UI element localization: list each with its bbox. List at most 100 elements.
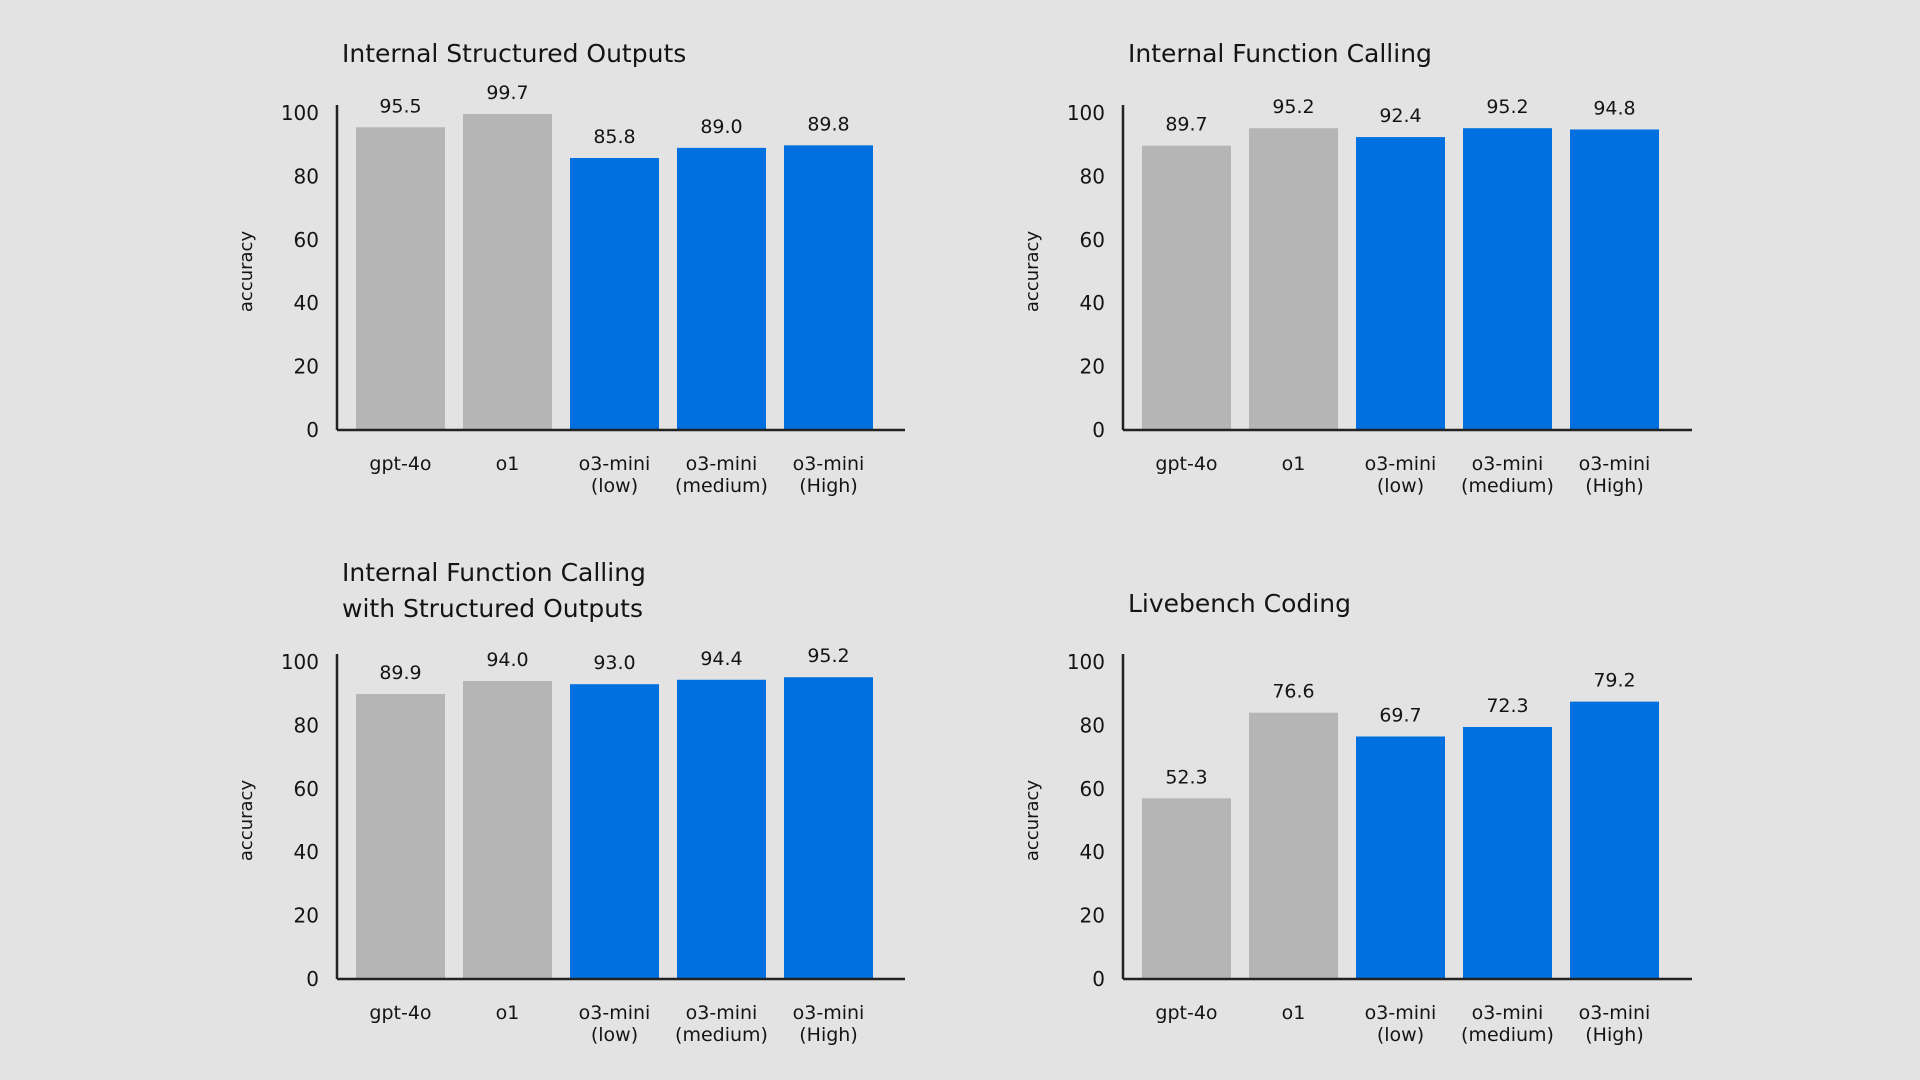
x-tick-label: o3-mini (1365, 1002, 1437, 1024)
data-label: 85.8 (593, 126, 635, 148)
x-tick-label: o3-mini (793, 1002, 865, 1024)
y-tick-label: 60 (294, 777, 319, 801)
data-label: 95.5 (379, 95, 421, 117)
data-label: 94.0 (486, 649, 528, 671)
x-tick-label: o3-mini (579, 453, 651, 475)
bar (463, 681, 552, 979)
x-tick-label: (medium) (675, 1024, 768, 1046)
bar (677, 147, 766, 430)
bar (1463, 726, 1552, 979)
bar (1356, 736, 1445, 979)
bar (1463, 128, 1552, 430)
data-label: 95.2 (1486, 96, 1528, 118)
data-label: 89.0 (700, 116, 742, 138)
x-tick-label: (High) (799, 475, 858, 497)
y-tick-label: 20 (1080, 904, 1105, 928)
x-tick-label: gpt-4o (1155, 453, 1217, 475)
bar (1570, 701, 1659, 979)
bar (1249, 128, 1338, 430)
bar (356, 127, 445, 430)
y-tick-label: 100 (281, 650, 319, 674)
data-label: 95.2 (807, 645, 849, 667)
x-tick-label: o3-mini (579, 1002, 651, 1024)
x-tick-label: o1 (1282, 1002, 1306, 1024)
chart-title: with Structured Outputs (342, 594, 643, 623)
y-tick-label: 80 (294, 713, 319, 737)
x-tick-label: o1 (496, 453, 520, 475)
data-label: 94.4 (700, 648, 742, 670)
y-tick-label: 0 (1092, 967, 1105, 991)
chart-panel-2: Internal Function Calling accuracy 0 20 40 60… (1022, 39, 1692, 497)
bar (1356, 137, 1445, 431)
y-axis-label: accuracy (236, 780, 257, 862)
y-tick-label: 60 (294, 228, 319, 252)
data-label: 99.7 (486, 82, 528, 104)
y-tick-label: 40 (294, 291, 319, 315)
x-tick-label: (High) (799, 1024, 858, 1046)
x-tick-label: o1 (496, 1002, 520, 1024)
y-tick-label: 80 (1080, 713, 1105, 737)
chart-title: Internal Function Calling (1128, 39, 1432, 68)
chart-title: Internal Function Calling (342, 558, 646, 587)
chart-title: Livebench Coding (1128, 589, 1351, 618)
x-tick-label: (low) (1377, 475, 1424, 497)
bar (463, 113, 552, 431)
y-tick-label: 20 (294, 904, 319, 928)
bar (1249, 712, 1338, 979)
chart-title: Internal Structured Outputs (342, 39, 686, 68)
bar (784, 145, 873, 431)
bar (784, 677, 873, 979)
y-axis-label: accuracy (236, 231, 257, 313)
y-tick-label: 80 (294, 164, 319, 188)
x-tick-label: (low) (591, 475, 638, 497)
y-tick-label: 40 (1080, 840, 1105, 864)
chart-panel-3: Internal Function Calling with Structured… (236, 558, 905, 1046)
bar (1570, 129, 1659, 430)
x-tick-label: o1 (1282, 453, 1306, 475)
x-tick-label: o3-mini (793, 453, 865, 475)
y-tick-label: 80 (1080, 164, 1105, 188)
y-tick-label: 0 (1092, 418, 1105, 442)
bar (1142, 798, 1231, 979)
data-label: 89.8 (807, 113, 849, 135)
y-axis-label: accuracy (1022, 231, 1043, 313)
y-tick-label: 100 (1067, 650, 1105, 674)
x-tick-label: (medium) (1461, 475, 1554, 497)
x-tick-label: (low) (591, 1024, 638, 1046)
data-label: 69.7 (1379, 704, 1421, 726)
x-tick-label: o3-mini (1579, 1002, 1651, 1024)
data-label: 93.0 (593, 652, 635, 674)
data-label: 79.2 (1593, 670, 1635, 692)
data-label: 72.3 (1486, 695, 1528, 717)
y-tick-label: 100 (1067, 101, 1105, 125)
bar (570, 158, 659, 430)
data-label: 52.3 (1165, 766, 1207, 788)
x-tick-label: (low) (1377, 1024, 1424, 1046)
x-tick-label: o3-mini (1472, 453, 1544, 475)
x-tick-label: o3-mini (1579, 453, 1651, 475)
y-tick-label: 40 (294, 840, 319, 864)
y-tick-label: 40 (1080, 291, 1105, 315)
x-tick-label: gpt-4o (369, 453, 431, 475)
bar (1142, 145, 1231, 430)
y-tick-label: 0 (306, 418, 319, 442)
bar (677, 679, 766, 979)
y-tick-label: 60 (1080, 777, 1105, 801)
x-tick-label: o3-mini (686, 453, 758, 475)
chart-panel-4: Livebench Coding accuracy 0 20 40 60 80 100 52.3… (1022, 589, 1692, 1046)
x-tick-label: gpt-4o (369, 1002, 431, 1024)
x-tick-label: (High) (1585, 1024, 1644, 1046)
x-tick-label: (High) (1585, 475, 1644, 497)
x-tick-label: o3-mini (686, 1002, 758, 1024)
y-tick-label: 100 (281, 101, 319, 125)
x-tick-label: (medium) (675, 475, 768, 497)
chart-panel-1: Internal Structured Outputs accuracy 0 20 40… (236, 39, 905, 497)
y-tick-label: 0 (306, 967, 319, 991)
data-label: 94.8 (1593, 97, 1635, 119)
data-label: 95.2 (1272, 96, 1314, 118)
y-tick-label: 60 (1080, 228, 1105, 252)
y-axis-label: accuracy (1022, 780, 1043, 862)
bar (356, 694, 445, 979)
bar (570, 684, 659, 979)
